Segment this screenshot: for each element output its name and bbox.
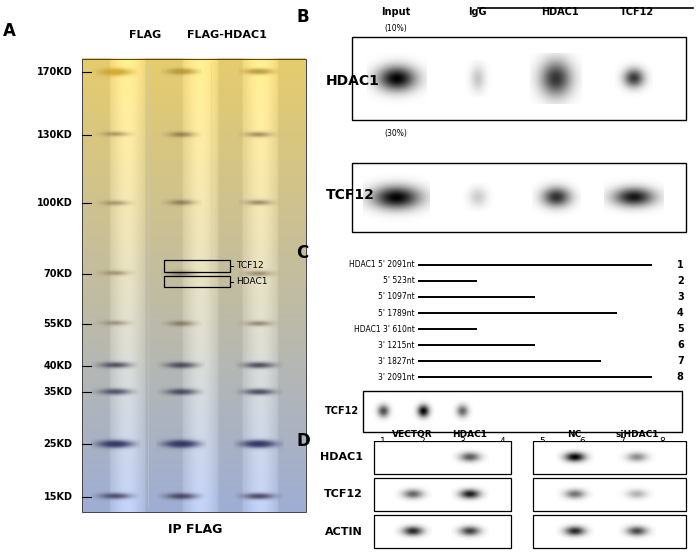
Text: 3: 3 <box>460 437 466 446</box>
Text: 4: 4 <box>677 308 684 318</box>
Text: 8: 8 <box>677 373 684 382</box>
Bar <box>374 515 511 548</box>
Text: 6: 6 <box>677 340 684 350</box>
Text: 55KD: 55KD <box>43 319 73 329</box>
Text: HDAC1: HDAC1 <box>540 7 578 17</box>
Text: 5: 5 <box>677 324 684 334</box>
Bar <box>82 59 305 512</box>
Text: HDAC1: HDAC1 <box>326 74 379 88</box>
Text: 100KD: 100KD <box>36 198 73 208</box>
Text: 25KD: 25KD <box>43 439 73 449</box>
Text: A: A <box>3 22 16 40</box>
Text: 1: 1 <box>380 437 386 446</box>
Bar <box>363 391 682 431</box>
Text: TCF12: TCF12 <box>325 406 359 416</box>
Text: siHDAC1: siHDAC1 <box>615 430 659 439</box>
Text: 170KD: 170KD <box>36 67 73 77</box>
Text: 3' 1215nt: 3' 1215nt <box>378 341 414 350</box>
Text: 130KD: 130KD <box>36 130 73 140</box>
Text: HDAC1: HDAC1 <box>237 277 267 286</box>
Text: B: B <box>296 8 309 26</box>
Text: (10%): (10%) <box>385 24 407 33</box>
Text: TCF12: TCF12 <box>326 188 374 202</box>
Text: 15KD: 15KD <box>43 492 73 502</box>
Text: TCF12: TCF12 <box>237 261 264 271</box>
Text: 40KD: 40KD <box>43 360 73 371</box>
Bar <box>533 441 685 474</box>
Text: TCF12: TCF12 <box>324 489 363 499</box>
Bar <box>164 260 230 272</box>
Text: ACTIN: ACTIN <box>325 527 363 537</box>
Bar <box>351 37 685 119</box>
Text: 35KD: 35KD <box>43 387 73 397</box>
Text: VECTOR: VECTOR <box>392 430 433 439</box>
Text: 2: 2 <box>420 437 426 446</box>
Bar <box>164 276 230 287</box>
Text: HDAC1: HDAC1 <box>320 452 363 462</box>
Bar <box>351 163 685 232</box>
Text: C: C <box>296 244 308 262</box>
Text: IgG: IgG <box>468 7 487 17</box>
Text: 1: 1 <box>677 259 684 270</box>
Text: 2: 2 <box>677 276 684 286</box>
Text: 4: 4 <box>500 437 505 446</box>
Text: HDAC1: HDAC1 <box>452 430 487 439</box>
Text: FLAG-HDAC1: FLAG-HDAC1 <box>187 30 267 40</box>
Text: 7: 7 <box>620 437 625 446</box>
Bar <box>533 478 685 511</box>
Text: Input: Input <box>382 7 411 17</box>
Text: 5' 523nt: 5' 523nt <box>383 276 414 285</box>
Text: (30%): (30%) <box>385 129 407 138</box>
Text: IP: IP <box>575 0 589 1</box>
Text: D: D <box>296 432 310 450</box>
Text: FLAG: FLAG <box>129 30 161 40</box>
Text: 5' 1097nt: 5' 1097nt <box>378 292 414 301</box>
Text: NC: NC <box>568 430 582 439</box>
Bar <box>374 478 511 511</box>
Text: 3' 1827nt: 3' 1827nt <box>378 357 414 366</box>
Text: TCF12: TCF12 <box>620 7 655 17</box>
Text: 5: 5 <box>540 437 545 446</box>
Text: IP FLAG: IP FLAG <box>168 523 223 536</box>
Text: 6: 6 <box>580 437 585 446</box>
Text: 3' 2091nt: 3' 2091nt <box>378 373 414 382</box>
Text: 70KD: 70KD <box>43 269 73 279</box>
Text: 7: 7 <box>677 357 684 367</box>
Text: 8: 8 <box>659 437 665 446</box>
Bar <box>533 515 685 548</box>
Text: HDAC1 5' 2091nt: HDAC1 5' 2091nt <box>349 260 414 269</box>
Bar <box>374 441 511 474</box>
Text: 5' 1789nt: 5' 1789nt <box>378 309 414 318</box>
Text: 3: 3 <box>677 292 684 302</box>
Text: HDAC1 3' 610nt: HDAC1 3' 610nt <box>354 325 414 334</box>
